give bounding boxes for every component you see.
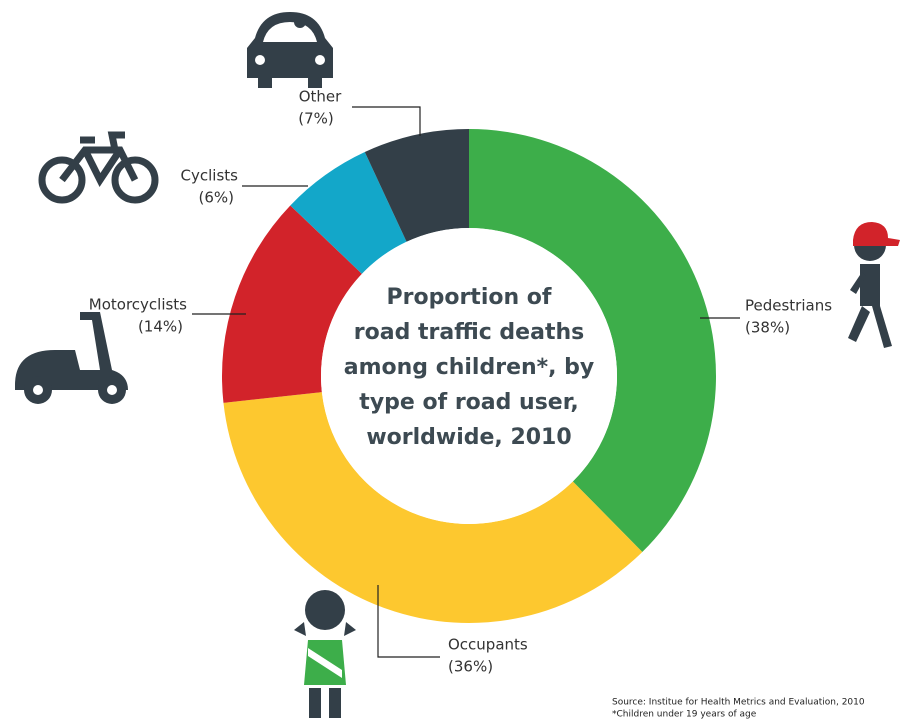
slice-label: Pedestrians [745, 297, 832, 315]
title-line: type of road user, [359, 390, 578, 415]
slice [223, 392, 643, 623]
slice [290, 152, 407, 274]
chart-title: Proportion of road traffic deaths among ch… [344, 285, 595, 450]
footnote: *Children under 19 years of age [612, 710, 757, 720]
source-note: Source: Institue for Health Metrics and … [612, 698, 865, 708]
slice-label: Cyclists [181, 167, 239, 185]
slice [364, 129, 469, 242]
value-label: (6%) [198, 189, 234, 207]
bicycle-icon [38, 131, 159, 204]
slice-label: Motorcyclists [89, 296, 187, 314]
value-label: (7%) [298, 110, 334, 128]
child-icon [294, 590, 356, 718]
title-line: worldwide, 2010 [366, 425, 571, 450]
title-line: road traffic deaths [354, 320, 584, 345]
title-line: among children*, by [344, 355, 595, 380]
donut-hole [321, 228, 617, 524]
leader-line [352, 106, 421, 136]
slice-label: Other [299, 88, 342, 106]
car-icon [247, 12, 333, 88]
slice [222, 205, 362, 403]
leader-line [377, 585, 440, 658]
value-label: (14%) [138, 318, 183, 336]
value-label: (36%) [448, 658, 493, 676]
value-label: (38%) [745, 319, 790, 337]
pedestrian-icon [848, 222, 900, 348]
title-line: Proportion of [387, 285, 552, 310]
scooter-icon [15, 312, 128, 404]
donut [222, 129, 717, 623]
slice [469, 129, 717, 553]
slice-label: Occupants [448, 636, 528, 654]
